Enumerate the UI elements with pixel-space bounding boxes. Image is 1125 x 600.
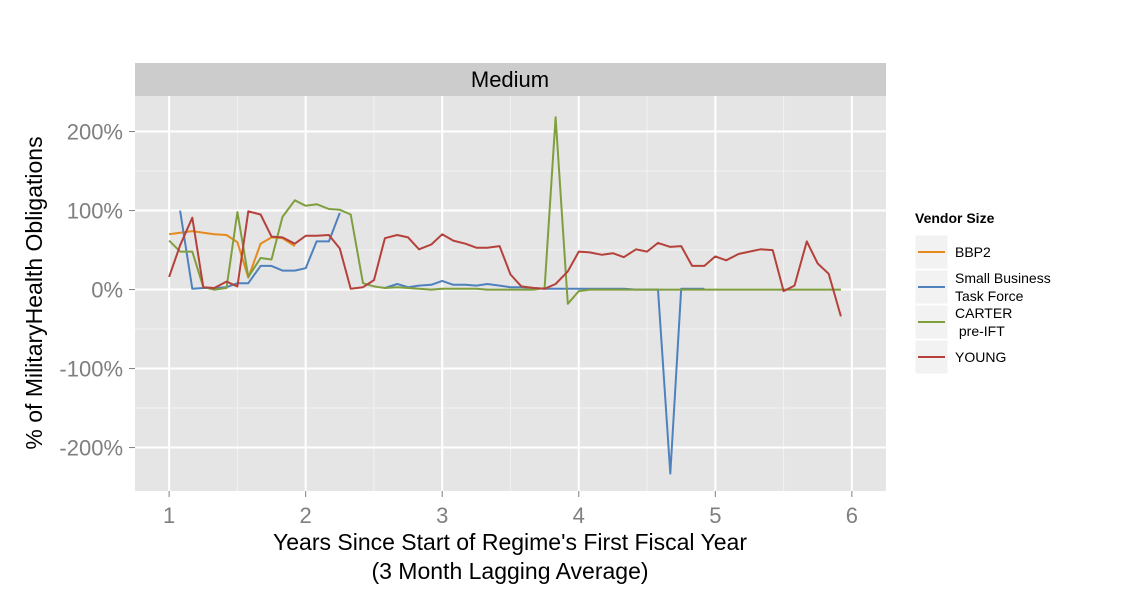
facet-title: Medium [471, 67, 549, 92]
x-tick-label: 6 [846, 503, 858, 528]
x-tick-label: 4 [573, 503, 585, 528]
x-axis-title-line2: (3 Month Lagging Average) [371, 558, 648, 584]
y-tick-label: -200% [59, 436, 123, 461]
x-tick-label: 3 [436, 503, 448, 528]
y-tick-label: 100% [67, 199, 123, 224]
x-axis-title-line1: Years Since Start of Regime's First Fisc… [273, 529, 747, 555]
legend-title: Vendor Size [915, 210, 995, 226]
legend-label: CARTER pre-IFT [955, 305, 1012, 339]
y-tick-label: 200% [67, 120, 123, 145]
x-tick-label: 2 [300, 503, 312, 528]
legend-label: BBP2 [955, 244, 991, 260]
y-tick-label: 0% [91, 278, 123, 303]
x-tick-label: 1 [163, 503, 175, 528]
series-line-carter-pre-ift [168, 116, 841, 305]
y-tick-label: -100% [59, 357, 123, 382]
facet-strip [135, 63, 886, 96]
series-lines [168, 116, 842, 475]
legend-label: Small Business Task Force [955, 270, 1051, 304]
x-axis-ticks: 1 2 3 4 5 6 [163, 491, 858, 528]
legend-label: YOUNG [955, 349, 1006, 365]
y-axis-title: % of MilitaryHealth Obligations [21, 136, 47, 449]
series-line-young [168, 210, 842, 317]
y-axis-ticks: 200% 100% 0% -100% -200% [59, 120, 135, 461]
major-gridlines [135, 96, 886, 491]
legend: Vendor Size BBP2 Small Business Task Force… [914, 210, 1051, 375]
x-tick-label: 5 [709, 503, 721, 528]
